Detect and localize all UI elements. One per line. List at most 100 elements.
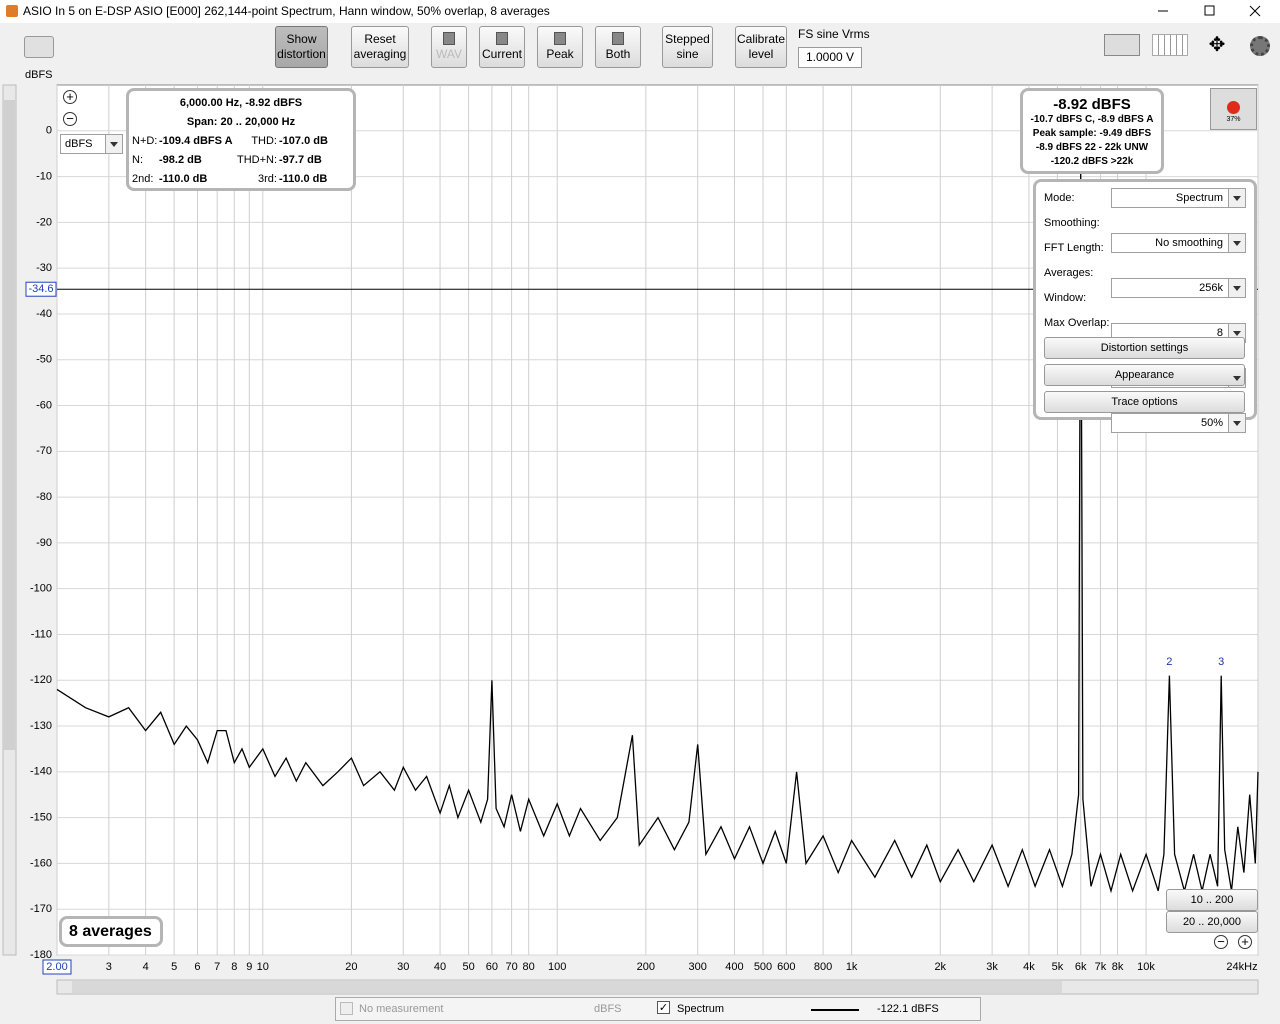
- button-label: Peak: [546, 47, 574, 61]
- harmonic-marker: 2: [1166, 656, 1172, 668]
- info-key: N:: [132, 154, 143, 166]
- control-label: FFT Length:: [1044, 242, 1104, 254]
- harmonic-marker: 3: [1218, 656, 1224, 668]
- record-label: 37%: [1226, 116, 1241, 123]
- toolbar-button[interactable]: Current: [479, 26, 525, 68]
- y-tick-label: -50: [36, 354, 52, 366]
- legend-value: -122.1 dBFS: [877, 1003, 939, 1015]
- x-tick-label: 6: [194, 961, 200, 973]
- h-scroll-thumb[interactable]: [72, 981, 1062, 993]
- move-icon[interactable]: ✥: [1208, 34, 1226, 56]
- window-controls[interactable]: [1150, 4, 1270, 18]
- x-tick-label: 7k: [1095, 961, 1107, 973]
- app-icon: [6, 5, 18, 17]
- button-label: sine: [676, 47, 699, 61]
- control-select[interactable]: Spectrum: [1111, 188, 1246, 208]
- button-label: Reset: [364, 32, 396, 46]
- control-label: Mode:: [1044, 192, 1075, 204]
- y-tick-label: -140: [30, 766, 52, 778]
- legend-entry: Spectrum: [677, 1003, 725, 1015]
- panel-button[interactable]: Appearance: [1044, 364, 1245, 386]
- range-button[interactable]: 10 .. 200: [1166, 889, 1258, 911]
- fs-input[interactable]: 1.0000 V: [798, 47, 862, 68]
- averages-text: 8 averages: [69, 923, 152, 940]
- x-tick-label: 2k: [934, 961, 946, 973]
- button-icon: [612, 32, 624, 45]
- x-tick-label: 70: [505, 961, 517, 973]
- y-tick-label: -70: [36, 445, 52, 457]
- zoom-in[interactable]: +: [63, 90, 77, 104]
- camera-button[interactable]: [24, 36, 54, 58]
- level-line: -10.7 dBFS C, -8.9 dBFS A: [1030, 114, 1154, 125]
- info-value: -110.0 dB: [279, 173, 328, 185]
- info-value: -110.0 dB: [159, 173, 208, 185]
- x-tick-label: 8k: [1112, 961, 1124, 973]
- spectrum-trace: [56, 171, 1259, 894]
- x-tick-label: 24kHz: [1226, 961, 1257, 973]
- level-main: -8.92 dBFS: [1053, 96, 1131, 113]
- info-key: 3rd:: [258, 173, 277, 185]
- zoom-out-x[interactable]: −: [1214, 935, 1228, 949]
- settings-icon[interactable]: [1250, 36, 1270, 56]
- grid-icon[interactable]: [1152, 34, 1188, 56]
- legend-bar: No measurement dBFS ✓ Spectrum -122.1 dB…: [335, 997, 981, 1021]
- toolbar-button[interactable]: Stepped sine: [662, 26, 713, 68]
- button-label: level: [748, 47, 774, 61]
- info-value: -97.7 dB: [279, 154, 322, 166]
- averages-badge: 8 averages: [59, 916, 163, 947]
- toolbar-button[interactable]: WAV: [431, 26, 467, 68]
- control-select[interactable]: No smoothing: [1111, 233, 1246, 253]
- y-tick-label: -60: [36, 399, 52, 411]
- y-axis-label: dBFS: [25, 69, 53, 81]
- control-label: Window:: [1044, 292, 1087, 304]
- title-bar: ASIO In 5 on E-DSP ASIO [E000] 262,144-p…: [0, 0, 1280, 23]
- x-tick-label: 400: [725, 961, 743, 973]
- x-tick-label: 5: [171, 961, 177, 973]
- v-scroll-thumb[interactable]: [4, 100, 15, 750]
- toolbar-button[interactable]: Peak: [537, 26, 583, 68]
- toolbar-button[interactable]: Calibrate level: [735, 26, 787, 68]
- toolbar-button[interactable]: Both: [595, 26, 641, 68]
- toolbar-button[interactable]: Reset averaging: [351, 26, 409, 68]
- button-icon: [496, 32, 508, 45]
- panel-button[interactable]: Distortion settings: [1044, 337, 1245, 359]
- button-label: WAV: [436, 47, 462, 61]
- x-tick-label: 2.00: [46, 961, 67, 973]
- y-tick-label: -110: [31, 628, 52, 640]
- range-button[interactable]: 20 .. 20,000: [1166, 911, 1258, 933]
- info-value: -98.2 dB: [159, 154, 202, 166]
- y-tick-label: -90: [36, 537, 52, 549]
- button-icon: [443, 32, 455, 45]
- layout-icon[interactable]: [1104, 34, 1140, 56]
- panel-button[interactable]: Trace options: [1044, 391, 1245, 413]
- x-tick-label: 7: [214, 961, 220, 973]
- controls-panel: Mode: Spectrum Smoothing: No smoothing FFT L…: [1033, 179, 1257, 433]
- y-tick-label: -180: [30, 949, 52, 961]
- checkbox[interactable]: [340, 1002, 353, 1015]
- y-tick-label: -120: [30, 674, 52, 686]
- zoom-in-x[interactable]: +: [1238, 935, 1252, 949]
- x-tick-label: 500: [754, 961, 772, 973]
- record-button[interactable]: 37%: [1210, 88, 1257, 130]
- y-tick-label: -150: [30, 812, 52, 824]
- info-value: -107.0 dB: [279, 135, 328, 147]
- zoom-out[interactable]: −: [63, 112, 77, 126]
- info-panel: 6,000.00 Hz, -8.92 dBFS Span: 20 .. 20,0…: [126, 88, 356, 191]
- info-key: THD+N:: [236, 154, 277, 166]
- toolbar-button[interactable]: Show distortion: [275, 26, 328, 68]
- legend-entry: No measurement: [359, 1003, 444, 1015]
- legend-unit: dBFS: [594, 1003, 622, 1015]
- checkbox[interactable]: ✓: [657, 1001, 670, 1014]
- unit-select[interactable]: dBFS: [60, 134, 123, 154]
- x-tick-label: 300: [689, 961, 707, 973]
- level-panel: -8.92 dBFS -10.7 dBFS C, -8.9 dBFS A Peak…: [1020, 88, 1164, 174]
- control-select[interactable]: 256k: [1111, 278, 1246, 298]
- control-select[interactable]: 50%: [1111, 413, 1246, 433]
- plot: 0 -10 -20 -30 -40 -50 -60 -70 -80 -90 -100 -110 -120…: [25, 85, 1259, 975]
- info-key: 2nd:: [132, 173, 154, 185]
- control-label: Smoothing:: [1044, 217, 1100, 229]
- info-key: N+D:: [132, 135, 158, 147]
- x-tick-label: 10: [257, 961, 269, 973]
- x-tick-label: 6k: [1075, 961, 1087, 973]
- fs-label: FS sine Vrms: [798, 27, 870, 41]
